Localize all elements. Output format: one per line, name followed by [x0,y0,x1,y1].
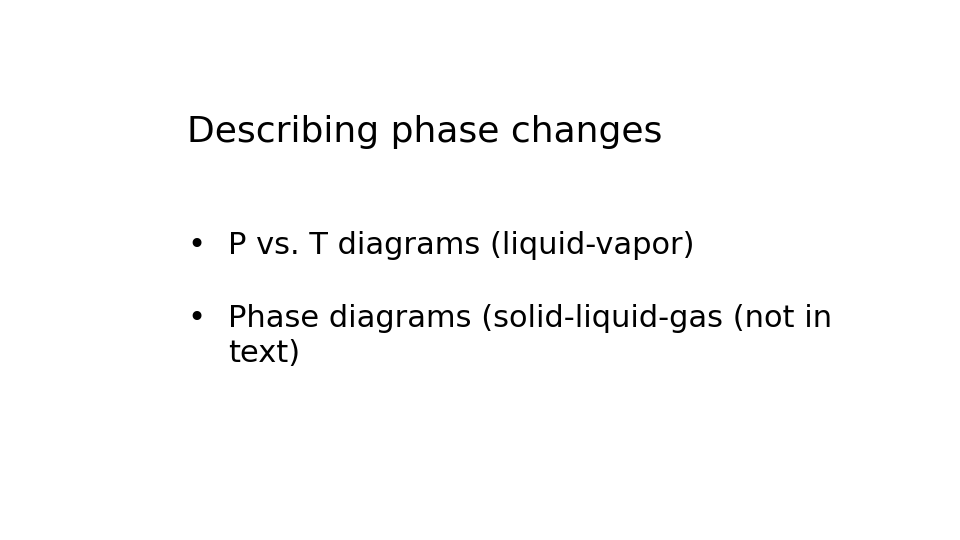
Text: Phase diagrams (solid-liquid-gas (not in
text): Phase diagrams (solid-liquid-gas (not in… [228,304,832,368]
Text: Describing phase changes: Describing phase changes [187,114,662,148]
Text: •: • [187,231,205,260]
Text: •: • [187,304,205,333]
Text: P vs. T diagrams (liquid-vapor): P vs. T diagrams (liquid-vapor) [228,231,694,260]
